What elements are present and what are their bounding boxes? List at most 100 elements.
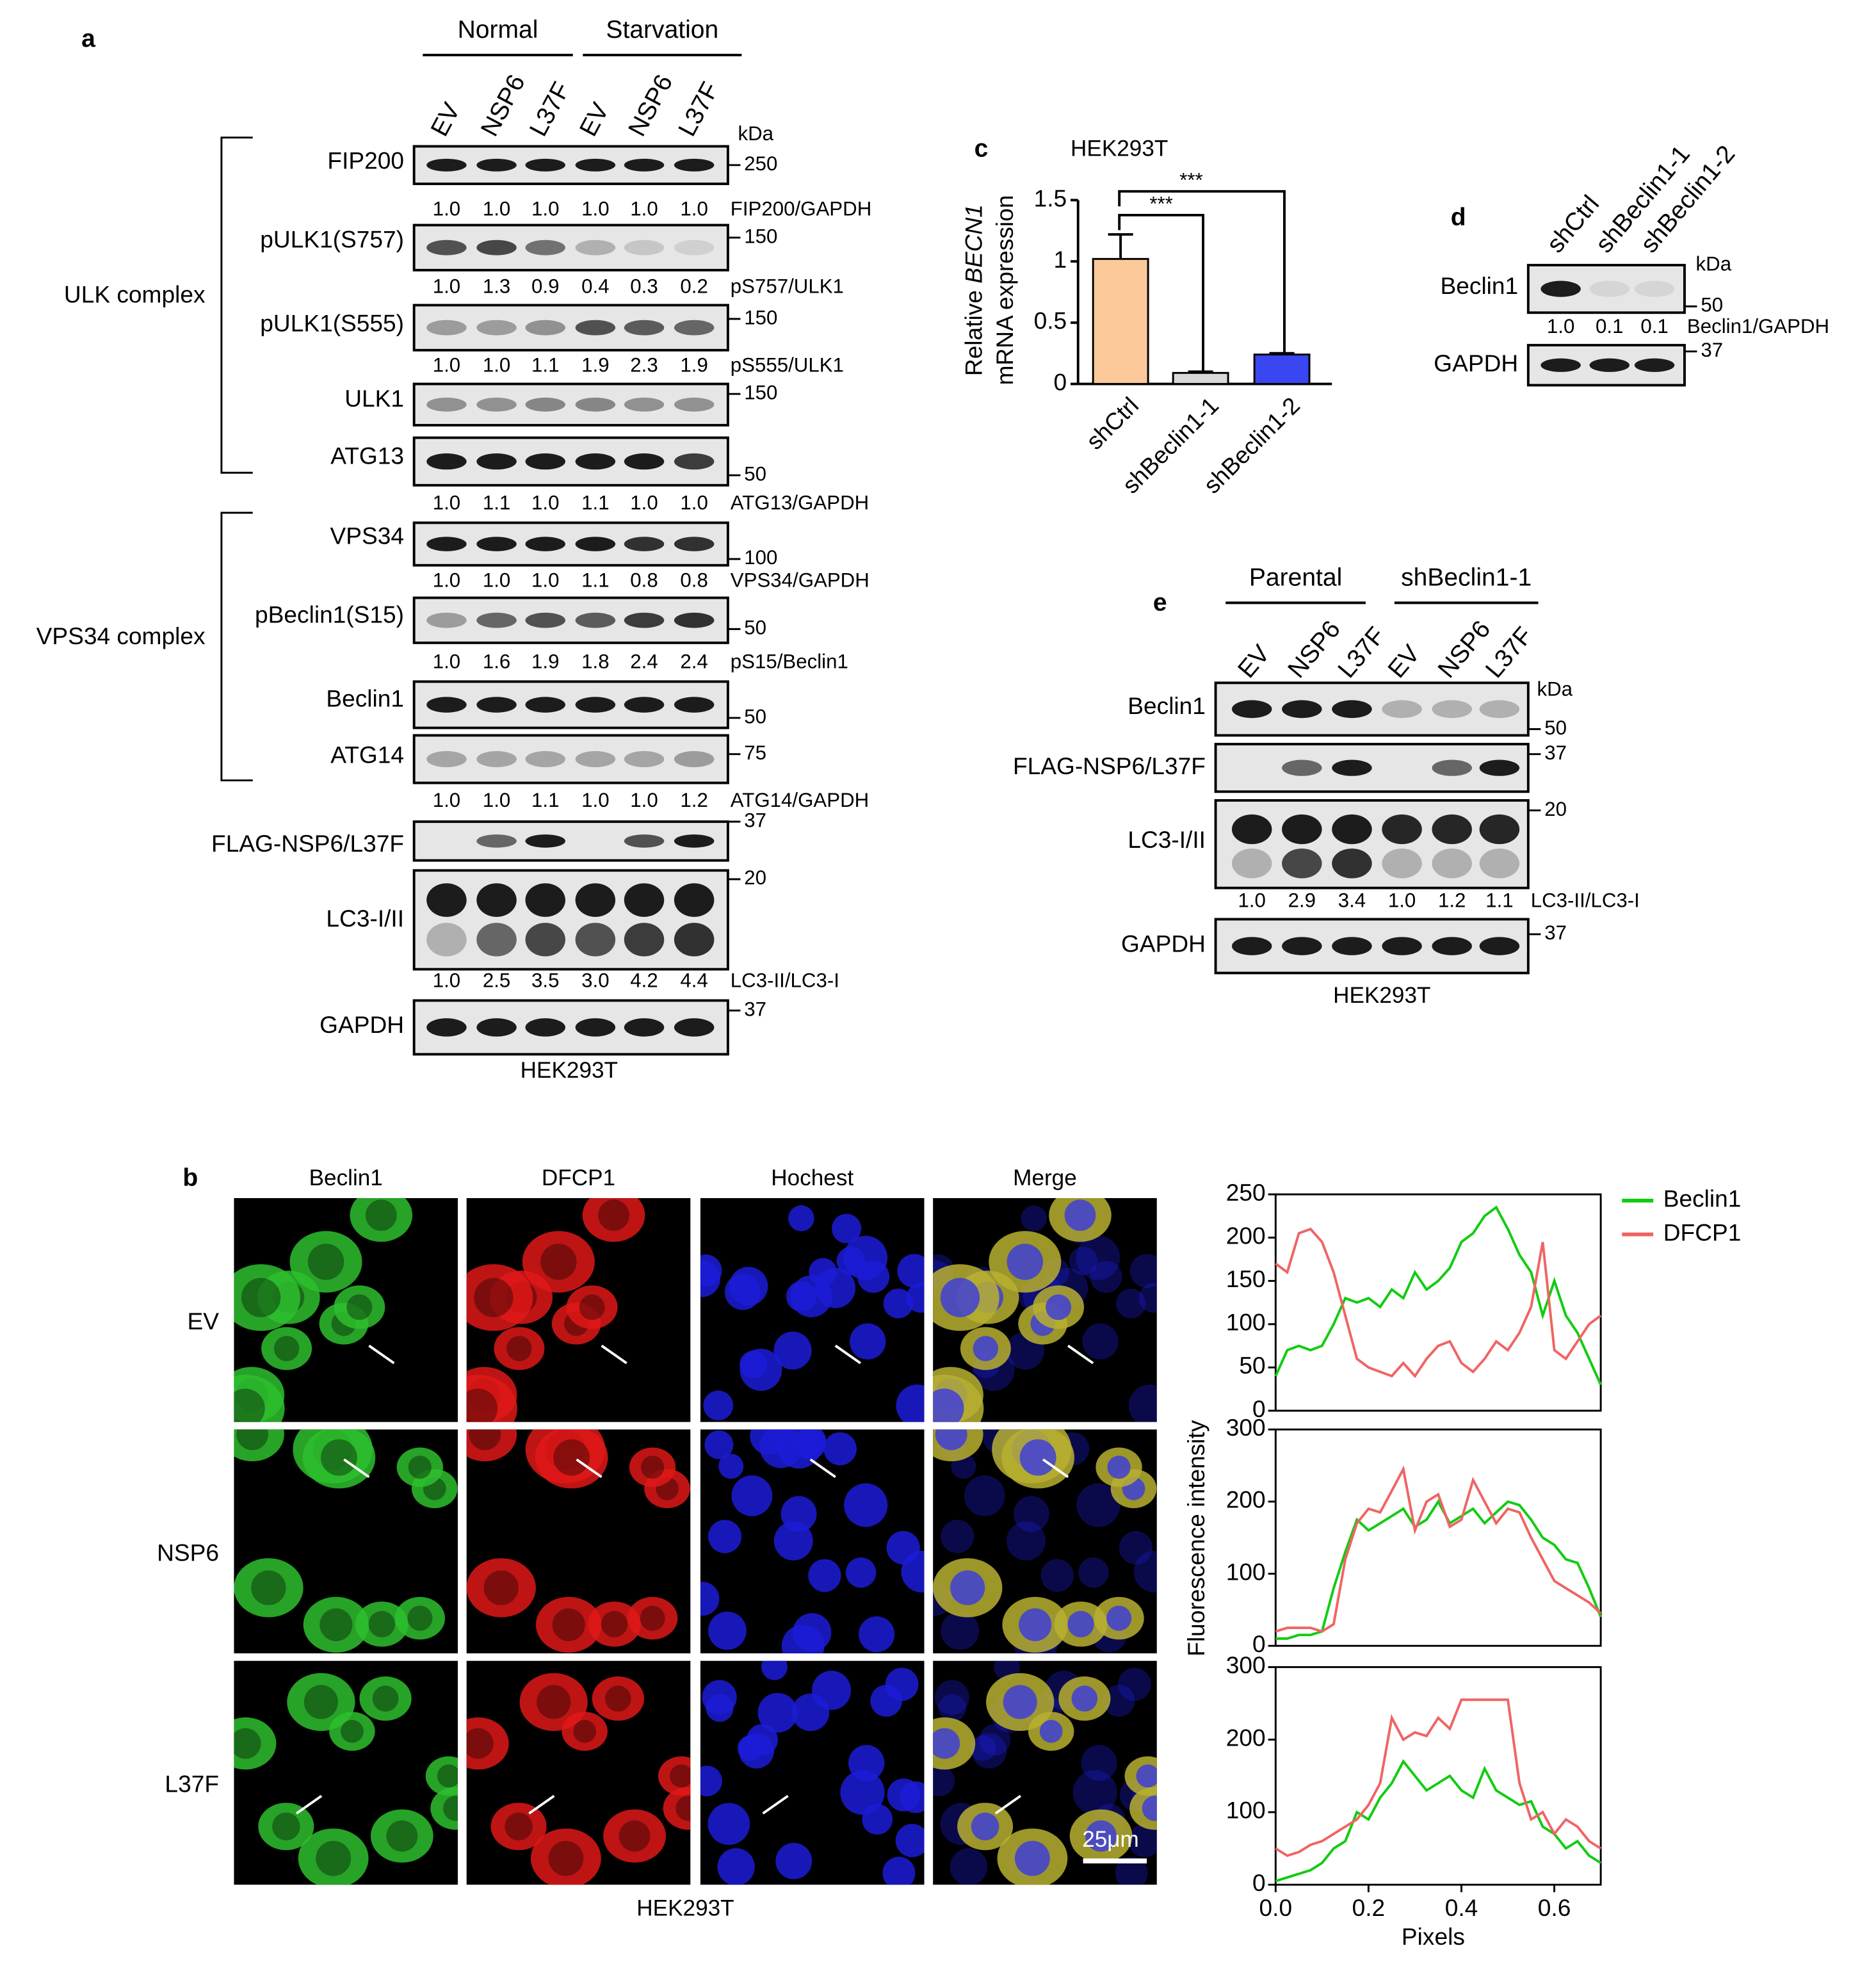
arrow bbox=[576, 1458, 602, 1479]
cell-nucleus bbox=[365, 1199, 397, 1231]
nucleus bbox=[1128, 1384, 1157, 1422]
band bbox=[525, 320, 565, 336]
protein-label: Beclin1 bbox=[1441, 272, 1519, 299]
band bbox=[525, 453, 565, 470]
significance-label: *** bbox=[1149, 193, 1172, 215]
band bbox=[624, 750, 665, 768]
ratio-value: 1.0 bbox=[630, 197, 658, 220]
ratio-value: 1.0 bbox=[1388, 889, 1416, 911]
cell-nucleus bbox=[1046, 1294, 1072, 1320]
nucleus bbox=[1013, 1496, 1049, 1532]
cell bbox=[522, 1231, 595, 1293]
cell bbox=[588, 1602, 641, 1647]
cell-nucleus bbox=[1142, 1796, 1157, 1821]
protein-label: FLAG-NSP6/L37F bbox=[211, 830, 404, 857]
y-tick-label: 50 bbox=[1239, 1352, 1265, 1379]
group-label: shBeclin1-1 bbox=[1401, 564, 1532, 592]
lane-label: NSP6 bbox=[1433, 615, 1496, 683]
nucleus bbox=[938, 1694, 966, 1722]
nucleus bbox=[885, 1667, 919, 1701]
cell-nucleus bbox=[506, 1336, 532, 1361]
nucleus bbox=[704, 1430, 734, 1459]
arrow bbox=[601, 1344, 627, 1365]
cell bbox=[658, 1756, 691, 1796]
band bbox=[525, 239, 565, 256]
band bbox=[674, 697, 715, 713]
cell-nucleus bbox=[1007, 1244, 1044, 1280]
band bbox=[525, 923, 565, 957]
cell-nucleus bbox=[548, 1840, 584, 1876]
lane-label: EV bbox=[1233, 640, 1275, 684]
nucleus bbox=[900, 1781, 925, 1813]
band bbox=[674, 537, 715, 551]
image-content bbox=[700, 1660, 925, 1885]
band bbox=[1479, 759, 1520, 776]
y-tick-label: 100 bbox=[1226, 1309, 1266, 1336]
ratio-value: 1.0 bbox=[680, 491, 708, 514]
nucleus bbox=[788, 1205, 814, 1231]
ratio-value: 1.9 bbox=[680, 353, 708, 376]
protein-label: pBeclin1(S15) bbox=[255, 601, 404, 628]
nucleus bbox=[1090, 1260, 1122, 1293]
protein-label: ULK1 bbox=[344, 385, 404, 412]
ratio-value: 1.0 bbox=[630, 789, 658, 811]
cell-nucleus bbox=[341, 1719, 364, 1743]
nucleus bbox=[708, 1803, 750, 1845]
arrow bbox=[994, 1794, 1022, 1815]
ratio-value: 0.8 bbox=[680, 569, 708, 591]
band bbox=[575, 1018, 616, 1037]
band bbox=[426, 750, 467, 768]
nucleus bbox=[1138, 1283, 1157, 1313]
group-label: Parental bbox=[1249, 564, 1342, 592]
ratio-value: 1.8 bbox=[581, 650, 609, 672]
cell-nucleus bbox=[1071, 1685, 1098, 1712]
cell-nucleus bbox=[1085, 1820, 1117, 1852]
cell-nucleus bbox=[1067, 1610, 1094, 1638]
series-line bbox=[1275, 1499, 1602, 1640]
micrograph bbox=[466, 1198, 691, 1422]
ratio-value: 1.1 bbox=[531, 353, 559, 376]
legend-label: Beclin1 bbox=[1663, 1185, 1742, 1212]
band bbox=[476, 320, 517, 336]
band bbox=[575, 923, 616, 957]
band bbox=[575, 239, 616, 256]
scale-bar-label: 25μm bbox=[1082, 1827, 1139, 1852]
y-tick-label: 200 bbox=[1226, 1222, 1266, 1249]
arrow bbox=[1042, 1458, 1069, 1479]
marker-label: 50 bbox=[744, 462, 766, 485]
band bbox=[1432, 814, 1472, 845]
nucleus bbox=[895, 1824, 925, 1858]
arrow bbox=[528, 1794, 555, 1815]
cell bbox=[425, 1756, 458, 1796]
nucleus bbox=[934, 1680, 970, 1715]
ratio-value: 1.0 bbox=[531, 197, 559, 220]
y-tick-label: 300 bbox=[1226, 1414, 1266, 1441]
image-content bbox=[234, 1673, 458, 1885]
band bbox=[426, 320, 467, 336]
ratio-value: 1.0 bbox=[1547, 315, 1574, 337]
error-bar bbox=[1269, 352, 1295, 355]
band bbox=[624, 1018, 665, 1037]
band bbox=[1231, 814, 1272, 845]
ratio-value: 1.1 bbox=[581, 491, 609, 514]
cell bbox=[394, 1596, 445, 1640]
ratio-value: 1.0 bbox=[630, 491, 658, 514]
nucleus bbox=[964, 1475, 1005, 1516]
x-tick-label: 0.0 bbox=[1259, 1894, 1293, 1921]
marker-label: 37 bbox=[1701, 339, 1723, 361]
marker-label: 50 bbox=[1701, 294, 1723, 316]
ratio-value: 2.9 bbox=[1288, 889, 1316, 911]
panel-letter: e bbox=[1153, 589, 1167, 617]
band bbox=[1332, 814, 1372, 845]
cell-nucleus bbox=[1106, 1605, 1132, 1631]
band bbox=[575, 883, 616, 917]
band bbox=[624, 158, 665, 172]
y-tick-label: 1.5 bbox=[1034, 184, 1067, 211]
y-tick-label: 0 bbox=[1252, 1869, 1266, 1896]
band bbox=[674, 158, 715, 172]
ratio-value: 1.0 bbox=[433, 197, 460, 220]
panel-letter: a bbox=[81, 25, 95, 53]
cell-nucleus bbox=[1014, 1840, 1050, 1876]
y-tick-label: 0 bbox=[1054, 368, 1067, 395]
ratio-value: 1.0 bbox=[581, 197, 609, 220]
